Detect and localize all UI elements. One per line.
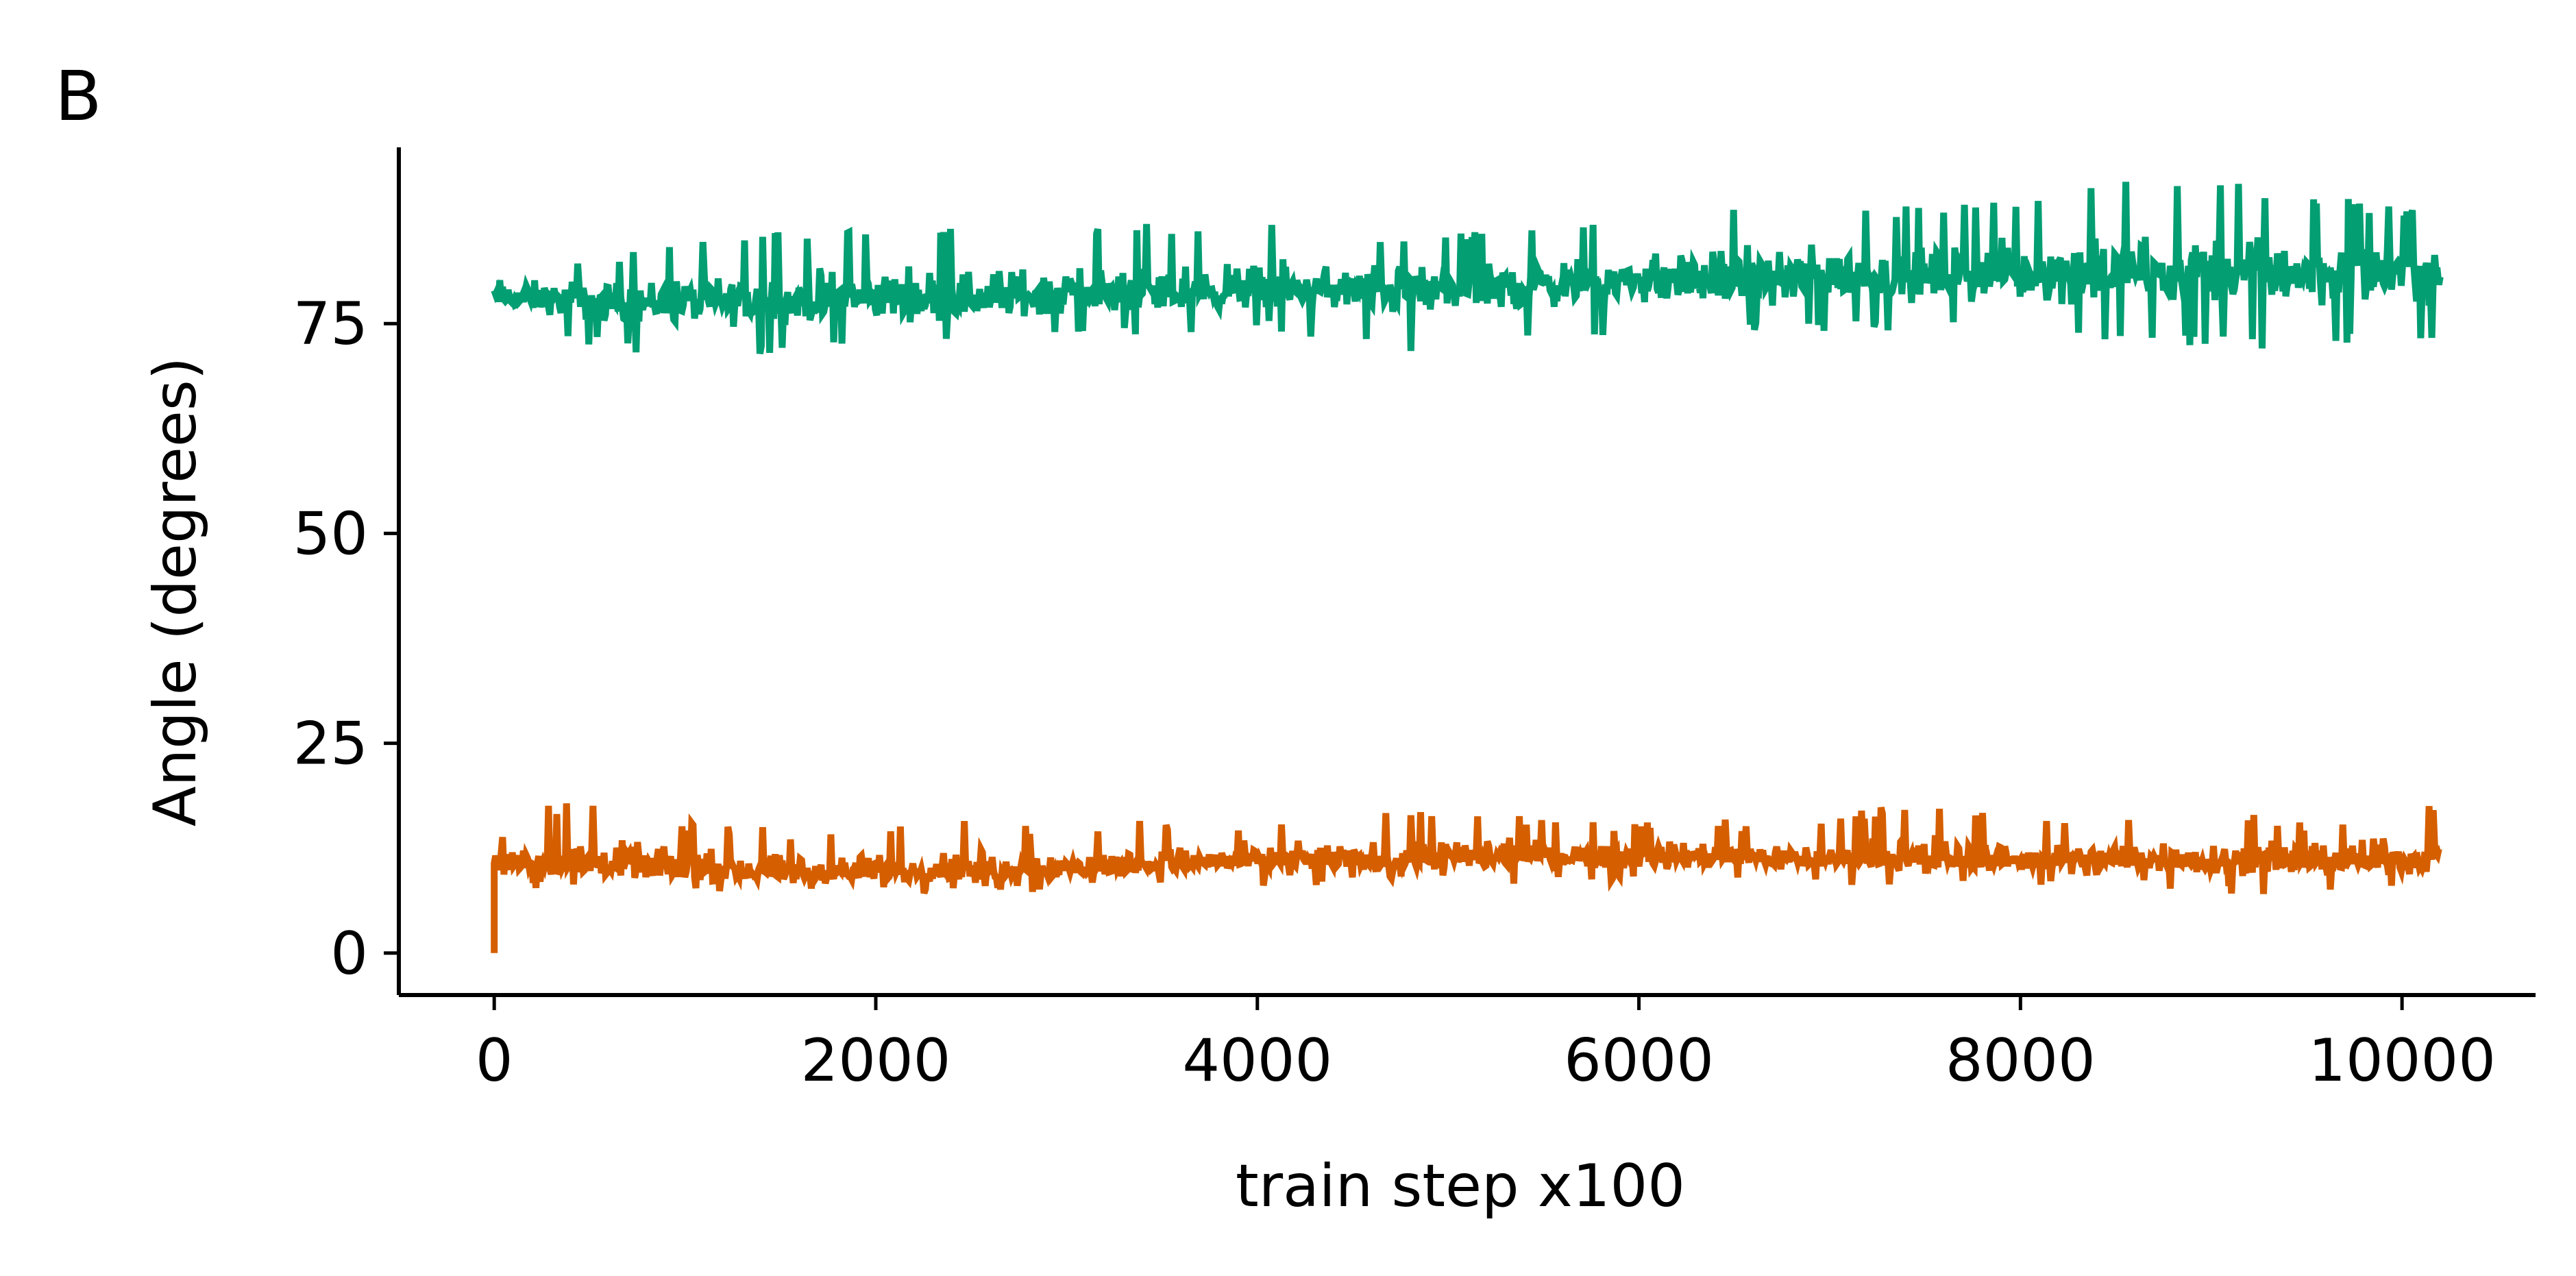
axes-layer: [397, 147, 2536, 997]
x-ticks: 0 2000 4000 6000 8000 10000: [476, 995, 2496, 1095]
y-ticks: 0 25 50 75: [293, 290, 399, 988]
panel-label: B: [55, 56, 102, 136]
y-tick-label: 75: [293, 290, 368, 358]
y-tick-label: 50: [293, 500, 368, 568]
x-tick-label: 8000: [1946, 1027, 2096, 1095]
x-tick-label: 6000: [1564, 1027, 1714, 1095]
y-tick-label: 25: [293, 710, 368, 778]
x-tick-label: 10000: [2308, 1027, 2496, 1095]
series-line-1: [491, 182, 2444, 354]
x-axis-label: train step x100: [1236, 1152, 1685, 1220]
y-tick-label: 0: [330, 920, 368, 988]
x-tick-label: 4000: [1182, 1027, 1332, 1095]
series-line-2: [491, 803, 2442, 953]
x-tick-label: 0: [476, 1027, 513, 1095]
x-tick-label: 2000: [801, 1027, 951, 1095]
series-layer: [491, 182, 2444, 953]
y-axis-label: Angle (degrees): [141, 357, 210, 826]
